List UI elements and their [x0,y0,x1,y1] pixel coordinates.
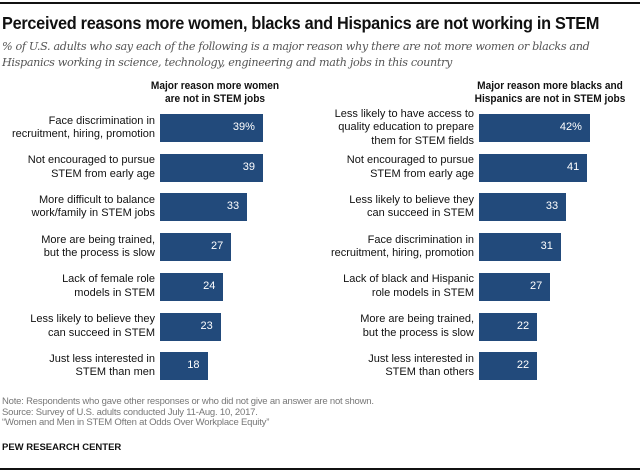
category-label-line: STEM than others [385,366,474,379]
category-label-line: Not encouraged to pursue [27,154,155,167]
category-label-line: More are being trained, [360,313,474,325]
bar-value-label: 39% [232,121,255,133]
bar-value-label: 42% [559,121,582,133]
bar: 22 [479,352,538,381]
category-label-line: More difficult to balance [39,193,155,206]
bar-value-label: 33 [545,200,559,213]
category-label: More are being trained, but the process i… [360,313,474,340]
category-label: Just less interested in STEM than others [368,353,474,380]
bottom-rule [0,468,640,470]
panel-title-blacks-hispanics: Major reason more blacks and Hispanics a… [467,80,633,106]
category-label-line: can succeed in STEM [48,326,155,339]
category-label: Face discrimination in recruitment, hirin… [331,234,474,261]
bar-value-label: 18 [187,359,200,372]
bar: 18 [160,352,208,381]
category-label-line: them for STEM fields [371,134,474,147]
panel-title-line: Major reason more women [150,80,280,92]
category-label-line: but the process is slow [43,247,155,260]
category-label-line: Less likely to have access to [334,107,474,120]
bar-value-label: 39 [242,160,255,173]
report-title: “Women and Men in STEM Often at Odds Ove… [2,417,270,428]
category-label: Not encouraged to pursue STEM from early … [28,154,155,181]
bar-value-label: 22 [516,359,530,372]
bar-value-label: 41 [566,160,580,173]
category-label: Less likely to believe they can succeed i… [349,194,474,221]
bar: 39 [160,153,263,182]
category-label-line: STEM than men [75,366,155,379]
category-label-line: Less likely to believe they [349,193,474,206]
category-label: Lack of female role models in STEM [62,273,155,300]
panel-title-line: are not in STEM jobs [164,93,266,105]
bar: 24 [160,272,224,301]
category-label-line: Just less interested in [368,352,474,365]
bar-value-label: 22 [516,319,530,332]
category-label-line: models in STEM [74,286,155,299]
category-label-line: role models in STEM [371,286,474,299]
bar-value-label: 27 [530,279,543,292]
category-label: Less likely to believe they can succeed i… [30,313,155,340]
category-label-line: recruitment, hiring, promotion [11,128,155,140]
bar: 33 [160,193,248,222]
category-label: Just less interested in STEM than men [49,353,155,380]
bar-value-label: 23 [200,319,213,332]
footnotes: Note: Respondents who gave other respons… [2,396,374,429]
bar-value-label: 27 [211,240,224,253]
bar: 27 [479,272,551,301]
category-label: Not encouraged to pursue STEM from early … [347,154,474,181]
category-label-line: STEM from early age [51,167,155,180]
category-label-line: Not encouraged to pursue [346,154,474,167]
bar: 23 [160,312,221,341]
bar: 42% [479,114,590,142]
chart-title: Perceived reasons more women, blacks and… [2,13,600,33]
bar: 31 [479,233,561,262]
category-label-line: Less likely to believe they [30,313,155,325]
category-label-line: can succeed in STEM [367,207,474,220]
bar-value-label: 33 [226,200,240,213]
panel-title-line: Hispanics are not in STEM jobs [474,93,626,105]
category-label-line: quality education to prepare [338,121,474,134]
bar: 41 [479,153,588,182]
bar-value-label: 24 [203,279,216,292]
note: Note: Respondents who gave other respons… [2,396,374,407]
category-label-line: Face discrimination in [48,114,155,127]
category-label-line: More are being trained, [41,233,155,246]
top-rule [0,2,640,4]
category-label: More difficult to balance work/family in … [32,194,155,221]
category-label-line: Just less interested in [49,352,155,365]
bar-value-label: 31 [540,240,553,253]
category-label-line: recruitment, hiring, promotion [330,247,474,260]
bar: 27 [160,233,232,262]
bar: 39% [160,114,263,142]
brand-name: PEW RESEARCH CENTER [2,442,122,453]
category-label-line: Lack of black and Hispanic [343,273,474,286]
chart-subtitle: % of U.S. adults who say each of the fol… [2,40,590,69]
category-label-line: STEM from early age [370,167,474,180]
category-label: More are being trained, but the process i… [41,234,155,261]
category-label-line: work/family in STEM jobs [31,207,155,220]
category-label: Less likely to have access to quality edu… [335,108,474,149]
category-label-line: but the process is slow [362,326,474,339]
panel-title-women: Major reason more women are not in STEM … [137,80,293,106]
category-label-line: Face discrimination in [367,233,474,246]
bar: 22 [479,312,538,341]
panel-title-line: Major reason more blacks and [477,80,623,92]
category-label-line: Lack of female role [62,273,155,286]
source: Source: Survey of U.S. adults conducted … [2,406,258,418]
bar: 33 [479,193,567,222]
category-label: Lack of black and Hispanic role models in… [343,273,474,300]
category-label: Face discrimination in recruitment, hirin… [12,115,155,142]
